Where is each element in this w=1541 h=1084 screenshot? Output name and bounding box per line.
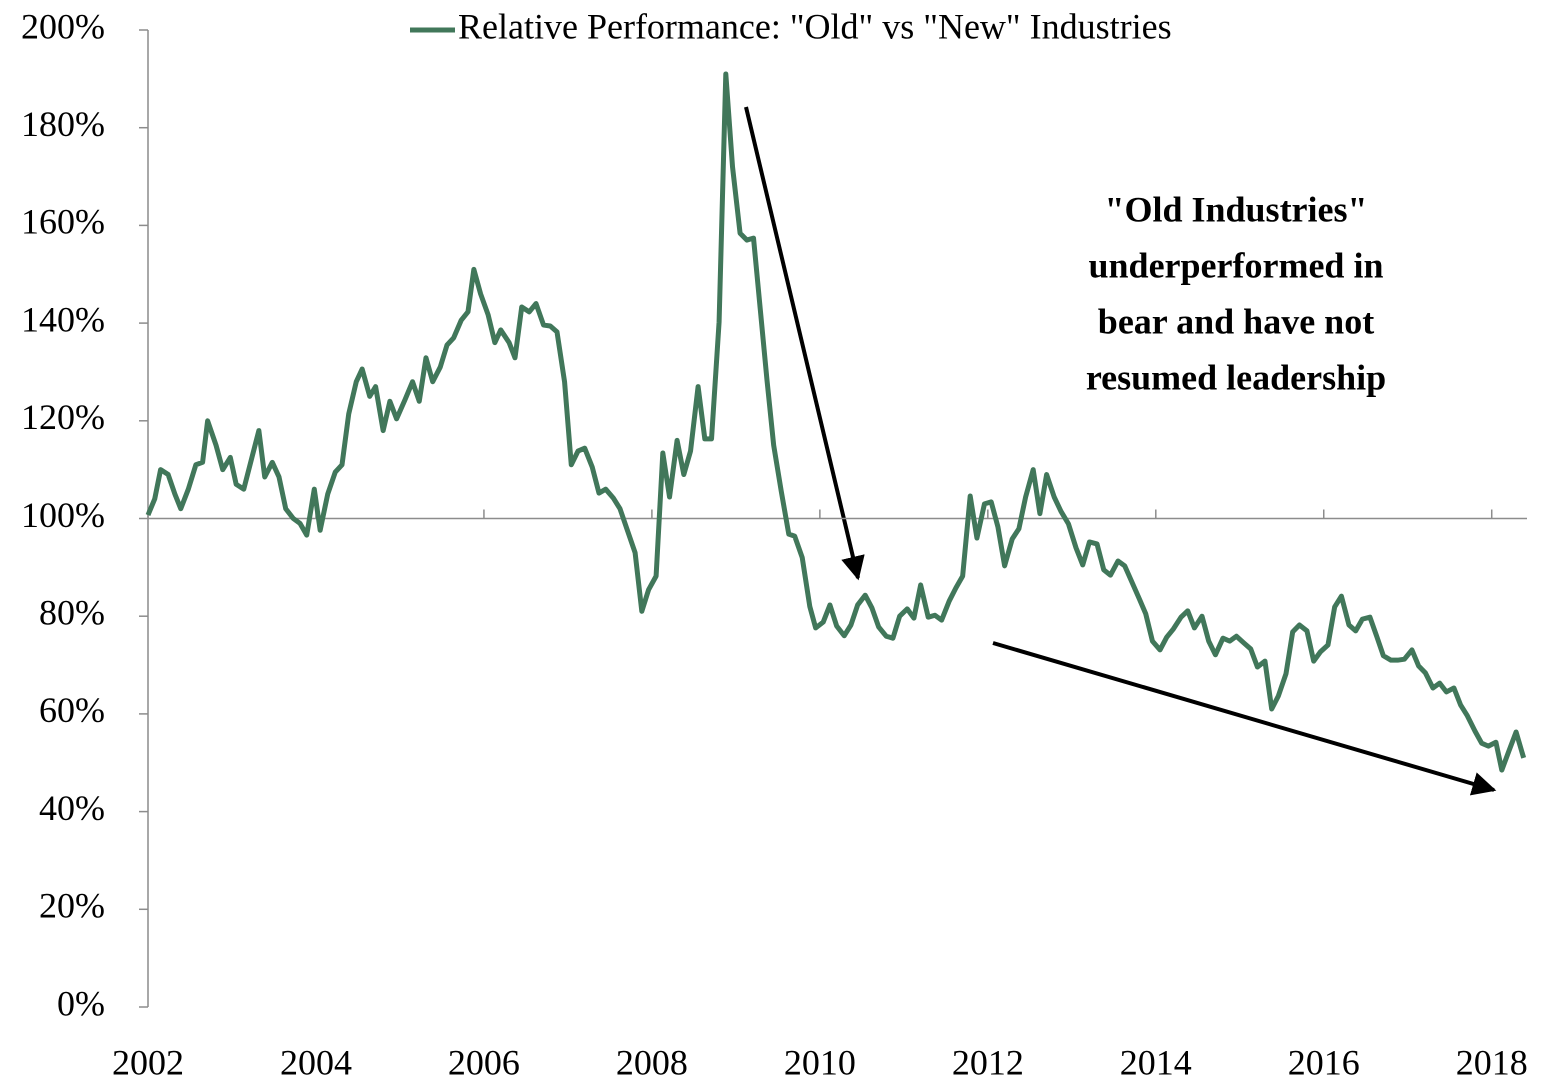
y-tick-label: 160%	[21, 202, 105, 242]
x-tick-label: 2010	[784, 1042, 856, 1082]
y-tick-label: 100%	[21, 495, 105, 535]
y-tick-label: 180%	[21, 104, 105, 144]
annotation: underperformed in	[1089, 245, 1384, 285]
x-tick-label: 2014	[1120, 1042, 1192, 1082]
y-tick-label: 120%	[21, 397, 105, 437]
legend-label: Relative Performance: "Old" vs "New" Ind…	[458, 6, 1172, 46]
x-tick-label: 2008	[616, 1042, 688, 1082]
y-tick-label: 200%	[21, 6, 105, 46]
annotation: resumed leadership	[1086, 357, 1386, 397]
annotation: "Old Industries"	[1104, 189, 1367, 229]
x-tick-label: 2016	[1288, 1042, 1360, 1082]
y-tick-label: 60%	[39, 690, 105, 730]
x-tick-label: 2006	[448, 1042, 520, 1082]
x-tick-label: 2012	[952, 1042, 1024, 1082]
y-tick-label: 40%	[39, 788, 105, 828]
x-tick-label: 2004	[280, 1042, 352, 1082]
y-tick-label: 0%	[57, 983, 105, 1023]
y-tick-label: 80%	[39, 592, 105, 632]
annotation: bear and have not	[1098, 301, 1374, 341]
arrow	[992, 641, 1497, 796]
x-tick-label: 2002	[112, 1042, 184, 1082]
series-line	[145, 71, 1527, 773]
x-tick-label: 2018	[1456, 1042, 1528, 1082]
arrow	[744, 106, 865, 581]
y-tick-label: 20%	[39, 886, 105, 926]
y-tick-label: 140%	[21, 299, 105, 339]
